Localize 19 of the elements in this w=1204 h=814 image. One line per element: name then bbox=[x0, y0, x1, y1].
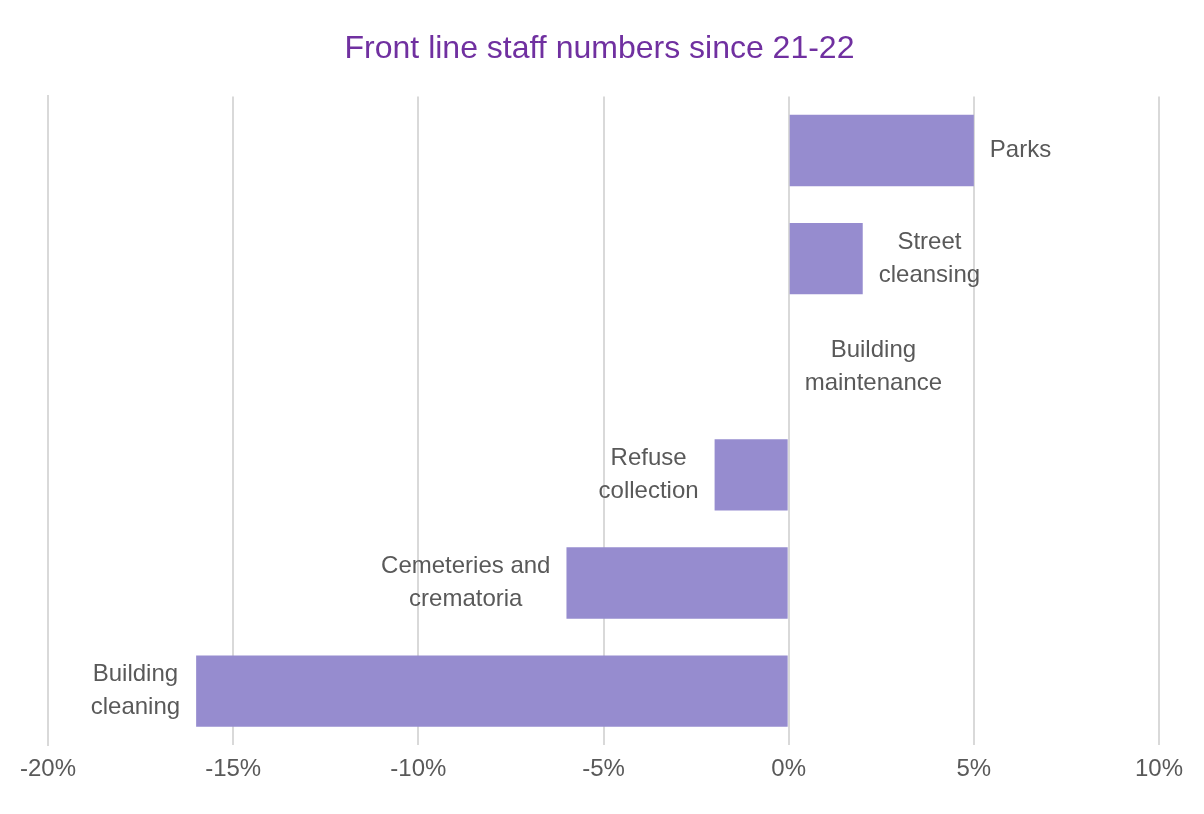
x-tick-label: -5% bbox=[582, 754, 625, 782]
bar bbox=[566, 547, 788, 619]
y-tick-label: Refuse collection bbox=[598, 442, 699, 503]
x-tick-label: 5% bbox=[956, 754, 992, 782]
chart-title: Front line staff numbers since 21-22 bbox=[344, 29, 855, 66]
x-tick-label: 0% bbox=[771, 754, 807, 782]
x-tick-label: -10% bbox=[390, 754, 447, 782]
x-tick-label: -15% bbox=[205, 754, 262, 782]
y-tick-label: Cemeteries and crematoria bbox=[381, 551, 551, 612]
y-tick-label: Building cleaning bbox=[90, 659, 181, 720]
y-tick-label: Parks bbox=[989, 135, 1052, 163]
y-tick-label: Street cleansing bbox=[878, 226, 981, 287]
bar bbox=[789, 114, 974, 187]
x-tick-label: 10% bbox=[1134, 754, 1184, 782]
bar bbox=[789, 222, 863, 295]
y-tick-label: Building maintenance bbox=[804, 334, 943, 395]
bar bbox=[196, 655, 788, 727]
x-tick-label: -20% bbox=[19, 754, 77, 782]
bar bbox=[714, 439, 788, 511]
